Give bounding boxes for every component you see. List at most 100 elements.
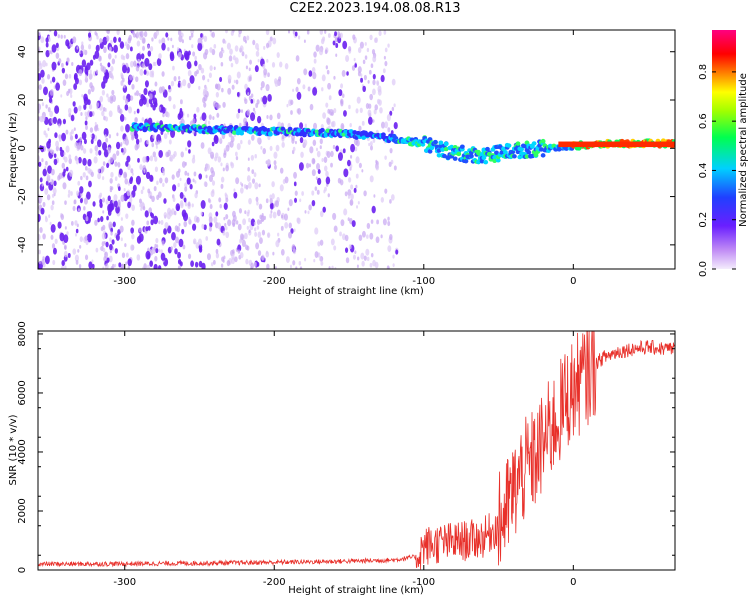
- spectrogram-cell: [186, 177, 191, 185]
- spectrogram-cell: [325, 170, 329, 178]
- spectrogram-cell: [89, 127, 94, 133]
- spectrogram-cell: [88, 261, 93, 269]
- spectrogram-cell: [203, 224, 207, 231]
- spectrogram-cell: [147, 50, 152, 57]
- spectrogram-cell: [135, 65, 140, 72]
- spectrogram-cell: [321, 87, 324, 92]
- spectrogram-cell: [75, 158, 80, 165]
- colorbar-tick-label: 0.2: [698, 212, 709, 228]
- spectrogram-cell: [198, 85, 201, 90]
- spectrogram-cell: [240, 139, 243, 145]
- spectrogram-cell: [92, 201, 96, 207]
- spectrogram-cell: [332, 40, 336, 46]
- spectrogram-cell: [78, 264, 82, 269]
- spectrogram-cell: [340, 123, 345, 130]
- spectrogram-cell: [105, 116, 109, 122]
- spectrogram-cell: [248, 197, 252, 205]
- spectrogram-cell: [91, 259, 94, 263]
- spectrogram-signal-trace: [129, 122, 675, 165]
- spectrogram-cell: [103, 127, 109, 137]
- spectrogram-cell: [120, 194, 125, 202]
- spectrogram-cell: [281, 214, 284, 219]
- spectrogram-cell: [273, 160, 277, 166]
- spectrogram-cell: [161, 37, 165, 44]
- spectrogram-cell: [124, 41, 128, 47]
- spectrogram-cell: [49, 110, 54, 118]
- spectrogram-cell: [162, 112, 165, 118]
- spectrogram-cell: [157, 191, 162, 198]
- spectrogram-cell: [79, 244, 82, 249]
- spectrogram-cell: [72, 101, 76, 107]
- spectrogram-cell: [223, 150, 227, 156]
- spectrogram-cell: [220, 183, 224, 189]
- spectrogram-cell: [256, 262, 260, 267]
- spectrogram-cell: [108, 221, 113, 229]
- spectrogram-cell: [223, 255, 226, 260]
- spectrogram-cell: [80, 175, 83, 181]
- spectrogram-cell: [191, 44, 194, 49]
- spectrogram-cell: [106, 93, 109, 98]
- spectrogram-cell: [341, 69, 346, 77]
- spectrogram-cell: [87, 88, 92, 95]
- spectrogram-cell: [134, 63, 137, 67]
- spectrogram-cell: [111, 199, 114, 204]
- spectrogram-cell: [161, 167, 165, 173]
- spectrogram-cell: [201, 112, 207, 121]
- spectrogram-signal-cell: [443, 141, 449, 147]
- spectrogram-cell: [204, 48, 209, 56]
- spectrogram-cell: [71, 61, 74, 66]
- spectrogram-cell: [147, 44, 150, 50]
- spectrogram-cell: [85, 216, 89, 222]
- spectrogram-cell: [204, 118, 208, 124]
- spectrogram-cell: [296, 77, 301, 85]
- spectrogram-cell: [102, 247, 106, 253]
- spectrogram-cell: [82, 148, 87, 154]
- spectrogram-cell: [213, 134, 218, 143]
- spectrogram-signal-cell: [438, 144, 444, 149]
- spectrogram-cell: [304, 257, 307, 262]
- spectrogram-cell: [270, 210, 273, 214]
- spectrogram-cell: [367, 109, 372, 117]
- spectrogram-cell: [255, 102, 259, 108]
- spectrogram-cell: [99, 192, 103, 198]
- spectrogram-cell: [244, 98, 248, 105]
- spectrogram-cell: [38, 84, 42, 91]
- spectrogram-cell: [125, 261, 128, 266]
- spectrogram-cell: [386, 265, 390, 269]
- spectrogram-cell: [110, 171, 114, 178]
- spectrogram-cell: [73, 199, 77, 205]
- spectrogram-cell: [278, 76, 282, 82]
- spectrogram-cell: [115, 205, 120, 214]
- spectrogram-cell: [78, 79, 83, 86]
- spectrogram-cell: [97, 217, 100, 223]
- spectrogram-cell: [236, 112, 240, 119]
- spectrogram-cell: [198, 173, 203, 180]
- spectrogram-cell: [146, 155, 150, 161]
- spectrogram-cell: [256, 99, 260, 105]
- spectrogram-cell: [144, 57, 150, 67]
- spectrogram-cell: [208, 174, 214, 183]
- spectrogram-cell: [124, 104, 129, 111]
- spectrogram-cell: [369, 175, 374, 183]
- spectrogram-cell: [63, 250, 68, 258]
- spectrogram-cell: [350, 193, 354, 200]
- spectrogram-cell: [248, 229, 251, 234]
- spectrogram-cell: [269, 213, 273, 219]
- spectrogram-cell: [170, 80, 175, 87]
- spectrogram-cell: [201, 262, 206, 269]
- spectrogram-cell: [227, 219, 232, 227]
- spectrogram-cell: [74, 220, 78, 226]
- spectrogram-cell: [145, 250, 151, 260]
- spectrogram-cell: [270, 203, 274, 209]
- spectrogram-cell: [43, 86, 48, 96]
- spectrogram-cell: [325, 176, 331, 185]
- spectrogram-cell: [158, 53, 162, 60]
- spectrogram-cell: [130, 129, 135, 137]
- spectrogram-cell: [231, 84, 235, 90]
- spectrogram-cell: [192, 178, 195, 183]
- spectrogram-cell: [355, 156, 360, 164]
- spectrogram-cell: [156, 180, 159, 185]
- spectrogram-cell: [110, 227, 114, 233]
- y-tick-label: 0: [17, 145, 28, 151]
- spectrogram-cell: [125, 213, 129, 219]
